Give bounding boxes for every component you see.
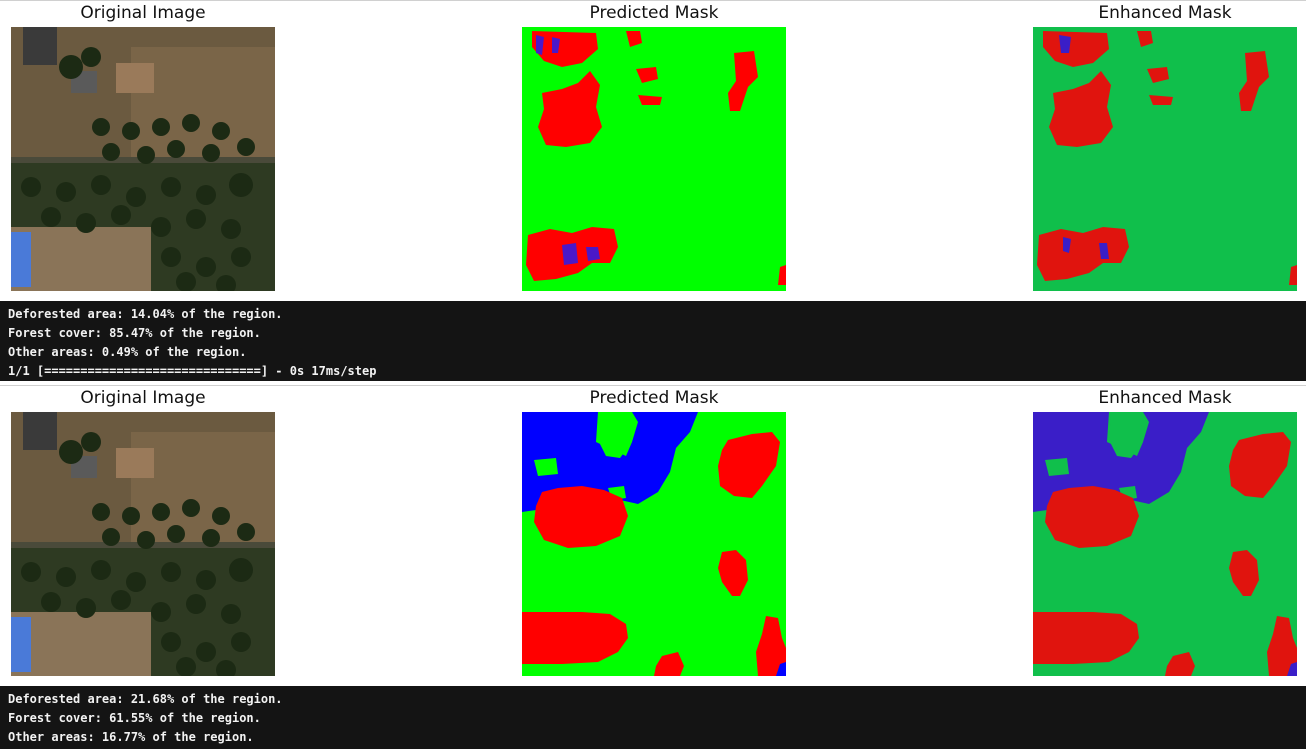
- panel-title-predicted: Predicted Mask: [589, 388, 719, 408]
- output-line-progress: 1/1 [==============================] - 0…: [8, 364, 377, 378]
- predicted-mask-image: [522, 412, 786, 676]
- output-line-other: Other areas: 0.49% of the region.: [8, 345, 247, 359]
- output-line-forest: Forest cover: 85.47% of the region.: [8, 326, 261, 340]
- segmentation-mask-icon: [522, 27, 786, 291]
- output-line-other: Other areas: 16.77% of the region.: [8, 730, 254, 744]
- output-line-deforested: Deforested area: 14.04% of the region.: [8, 307, 283, 321]
- segmentation-mask-icon: [1033, 27, 1297, 291]
- panel-title-original: Original Image: [80, 388, 206, 408]
- panel-title-predicted: Predicted Mask: [589, 3, 719, 23]
- segmentation-mask-icon: [522, 412, 786, 676]
- panel-title-enhanced: Enhanced Mask: [1098, 388, 1232, 408]
- enhanced-mask-image: [1033, 412, 1297, 676]
- original-satellite-image: [11, 412, 275, 676]
- panel-title-original: Original Image: [80, 3, 206, 23]
- predicted-mask-image: [522, 27, 786, 291]
- segmentation-mask-icon: [1033, 412, 1297, 676]
- satellite-image-icon: [11, 27, 275, 291]
- figure-2: Original Image Predicted Mask Enhanced M…: [0, 385, 1306, 686]
- output-line-forest: Forest cover: 61.55% of the region.: [8, 711, 261, 725]
- output-line-deforested: Deforested area: 21.68% of the region.: [8, 692, 283, 706]
- figure-1: Original Image Predicted Mask Enhanced M…: [0, 0, 1306, 301]
- original-satellite-image: [11, 27, 275, 291]
- cell-output-2: Deforested area: 21.68% of the region. F…: [0, 686, 1306, 749]
- satellite-image-icon: [11, 412, 275, 676]
- cell-output-1: Deforested area: 14.04% of the region. F…: [0, 301, 1306, 381]
- enhanced-mask-image: [1033, 27, 1297, 291]
- panel-title-enhanced: Enhanced Mask: [1098, 3, 1232, 23]
